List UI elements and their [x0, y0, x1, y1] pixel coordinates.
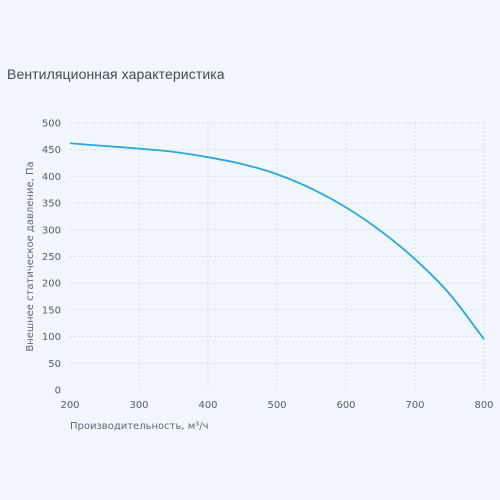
y-tick-label: 200	[42, 279, 61, 290]
y-axis-label: Внешнее статическое давление, Па	[25, 161, 36, 351]
x-tick-label: 800	[474, 400, 493, 411]
series-curve	[69, 142, 485, 340]
x-tick-label: 400	[198, 400, 217, 411]
x-tick-label: 500	[267, 400, 286, 411]
y-tick-label: 350	[42, 199, 61, 210]
y-tick-label: 500	[42, 119, 61, 130]
y-tick-label: 100	[42, 332, 61, 343]
y-tick-label: 150	[42, 305, 61, 316]
grid	[70, 122, 485, 390]
chart-title: Вентиляционная характеристика	[7, 66, 225, 82]
y-tick-label: 400	[42, 172, 61, 183]
y-tick-label: 300	[42, 225, 61, 236]
x-tick-label: 700	[405, 400, 424, 411]
y-tick-label: 250	[42, 252, 61, 263]
y-axis-ticks: 0 50 100 150 200 250 300 350 400 450 500	[42, 119, 61, 397]
y-tick-label: 0	[55, 386, 61, 397]
x-tick-label: 200	[60, 400, 79, 411]
x-axis-label: Производительность, м³/ч	[70, 421, 209, 432]
x-tick-label: 600	[336, 400, 355, 411]
y-tick-label: 450	[42, 145, 61, 156]
y-tick-label: 50	[48, 359, 61, 370]
x-tick-label: 300	[129, 400, 148, 411]
x-axis-ticks: 200 300 400 500 600 700 800	[60, 400, 493, 411]
